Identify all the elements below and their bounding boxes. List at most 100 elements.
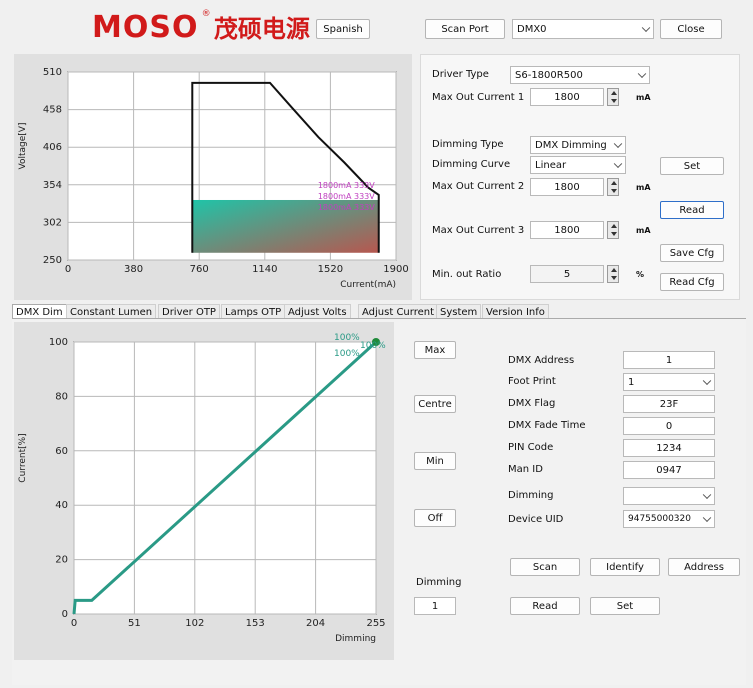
- max-out-current-1-stepper[interactable]: [607, 88, 619, 106]
- read-dmx-button[interactable]: Read: [510, 597, 580, 615]
- dimming-level-label: Dimming: [416, 577, 462, 588]
- max-out-current-3-label: Max Out Current 3: [432, 225, 525, 236]
- min-out-ratio-input[interactable]: 5: [530, 265, 604, 283]
- header-bar: MOSO ® 茂硕电源 Spanish Scan Port DMX0 Close: [0, 0, 753, 50]
- driver-type-label: Driver Type: [432, 69, 489, 80]
- x-tick-label: 255: [366, 618, 385, 629]
- voltage-current-chart: 0 380 760 1140 1520 1900 510 458 406 354 302 250 Cur…: [18, 67, 409, 290]
- x-tick-label: 1140: [252, 264, 277, 275]
- max-out-current-1-input[interactable]: 1800: [530, 88, 604, 106]
- min-out-ratio-label: Min. out Ratio: [432, 269, 502, 280]
- x-tick-label: 0: [65, 264, 71, 275]
- dimming-level-value: 1: [431, 600, 439, 612]
- dimming-select-label: Dimming: [508, 490, 554, 501]
- close-button[interactable]: Close: [660, 19, 722, 39]
- dimming-curve-line: [72, 340, 378, 615]
- identify-button[interactable]: Identify: [590, 558, 660, 576]
- max-out-current-2-value: 1800: [554, 181, 580, 193]
- dimming-curve-label: Dimming Curve: [432, 159, 511, 170]
- max-out-current-3-input[interactable]: 1800: [530, 221, 604, 239]
- tab-system[interactable]: System: [436, 304, 482, 319]
- tab-lamps-otp[interactable]: Lamps OTP: [221, 304, 286, 319]
- max-out-current-2-stepper[interactable]: [607, 178, 619, 196]
- tab-adjust-volts[interactable]: Adjust Volts: [284, 304, 351, 319]
- y-tick-label: 60: [55, 446, 68, 457]
- operating-point-annotation: 1800mA 333V: [318, 192, 375, 201]
- y-tick-label: 510: [43, 67, 62, 78]
- chevron-down-icon: [613, 159, 623, 169]
- y-axis-label: Current[%]: [18, 433, 28, 482]
- brand-logo: MOSO ® 茂硕电源: [92, 9, 310, 45]
- dmx-fade-time-label: DMX Fade Time: [508, 420, 586, 431]
- save-cfg-button[interactable]: Save Cfg: [660, 244, 724, 262]
- dmx-address-input[interactable]: 1: [623, 351, 715, 369]
- dmx-fade-time-input[interactable]: 0: [623, 417, 715, 435]
- set-dmx-button[interactable]: Set: [590, 597, 660, 615]
- driver-type-select[interactable]: S6-1800R500: [510, 66, 650, 84]
- min-out-ratio-stepper[interactable]: [607, 265, 619, 283]
- tab-driver-otp[interactable]: Driver OTP: [158, 304, 220, 319]
- x-tick-label: 1900: [383, 264, 408, 275]
- device-uid-select[interactable]: 94755000320: [623, 510, 715, 528]
- address-button[interactable]: Address: [668, 558, 740, 576]
- dmx-flag-input[interactable]: 23F: [623, 395, 715, 413]
- x-tick-label: 0: [71, 618, 77, 629]
- y-tick-label: 458: [43, 105, 62, 116]
- set-config-button[interactable]: Set: [660, 157, 724, 175]
- x-tick-label: 1520: [318, 264, 343, 275]
- port-select[interactable]: DMX0: [512, 19, 654, 39]
- y-tick-label: 406: [43, 142, 62, 153]
- max-button[interactable]: Max: [414, 341, 456, 359]
- unit-ma-2: mA: [636, 183, 651, 192]
- dmx-flag-value: 23F: [659, 398, 679, 410]
- voltage-current-chart-panel: 0 380 760 1140 1520 1900 510 458 406 354 302 250 Cur…: [14, 54, 412, 300]
- max-out-current-1-value: 1800: [554, 91, 580, 103]
- percent-annotation: 100%: [360, 341, 386, 351]
- read-cfg-button[interactable]: Read Cfg: [660, 273, 724, 291]
- x-tick-label: 51: [128, 618, 141, 629]
- tab-dmx-dim[interactable]: DMX Dim: [12, 304, 67, 319]
- language-button[interactable]: Spanish: [316, 19, 370, 39]
- dimming-select[interactable]: [623, 487, 715, 505]
- x-tick-label: 204: [306, 618, 325, 629]
- centre-button[interactable]: Centre: [414, 395, 456, 413]
- man-id-value: 0947: [656, 464, 682, 476]
- man-id-label: Man ID: [508, 464, 543, 475]
- scan-button[interactable]: Scan: [510, 558, 580, 576]
- x-tick-label: 102: [185, 618, 204, 629]
- unit-ma-1: mA: [636, 93, 651, 102]
- min-out-ratio-value: 5: [563, 268, 571, 280]
- percent-annotation: 100%: [334, 333, 360, 343]
- tab-constant-lumen[interactable]: Constant Lumen: [66, 304, 157, 319]
- dimming-type-select[interactable]: DMX Dimming: [530, 136, 626, 154]
- tab-version-info[interactable]: Version Info: [482, 304, 549, 319]
- y-tick-label: 40: [55, 500, 68, 511]
- tab-adjust-current[interactable]: Adjust Current: [358, 304, 438, 319]
- foot-print-select[interactable]: 1: [623, 373, 715, 391]
- read-config-button[interactable]: Read: [660, 201, 724, 219]
- pin-code-input[interactable]: 1234: [623, 439, 715, 457]
- off-button[interactable]: Off: [414, 509, 456, 527]
- max-out-current-2-input[interactable]: 1800: [530, 178, 604, 196]
- dmx-address-label: DMX Address: [508, 355, 575, 366]
- x-axis-label: Current(mA): [340, 280, 396, 290]
- dmx-address-value: 1: [665, 354, 673, 366]
- dimming-curve-select[interactable]: Linear: [530, 156, 626, 174]
- chevron-down-icon: [702, 490, 712, 500]
- scan-port-button[interactable]: Scan Port: [425, 19, 505, 39]
- registered-mark: ®: [201, 9, 211, 19]
- unit-ma-3: mA: [636, 226, 651, 235]
- y-tick-label: 354: [43, 180, 62, 191]
- max-out-current-3-stepper[interactable]: [607, 221, 619, 239]
- chevron-down-icon: [613, 139, 623, 149]
- min-button[interactable]: Min: [414, 452, 456, 470]
- chevron-down-icon: [637, 69, 647, 79]
- x-tick-label: 760: [190, 264, 209, 275]
- dimming-curve-value: Linear: [535, 159, 567, 171]
- y-tick-label: 250: [43, 255, 62, 266]
- y-tick-label: 302: [43, 217, 62, 228]
- dimming-level-input[interactable]: 1: [414, 597, 456, 615]
- man-id-input[interactable]: 0947: [623, 461, 715, 479]
- max-out-current-3-value: 1800: [554, 224, 580, 236]
- operating-point-annotation: 1800mA 333V: [318, 181, 375, 190]
